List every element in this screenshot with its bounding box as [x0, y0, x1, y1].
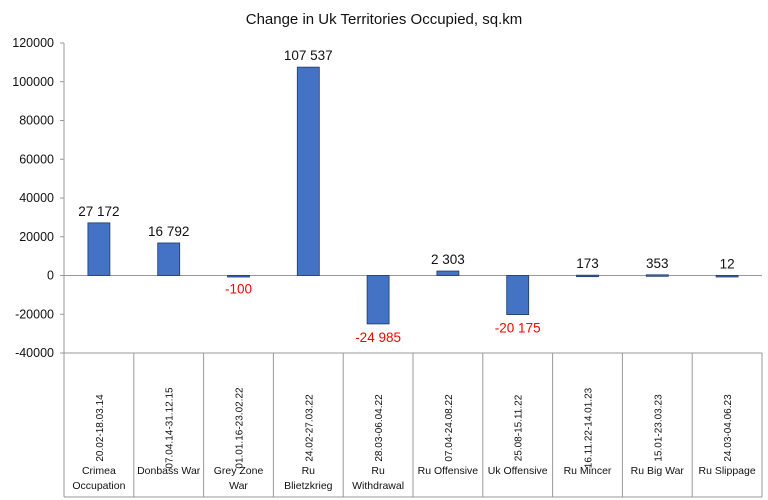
category-name-label: Grey Zone [214, 465, 264, 477]
bar [715, 275, 739, 278]
data-label: -20 175 [495, 321, 541, 336]
category-name-label: Ru [302, 465, 316, 477]
category-name-label: Ru Offensive [418, 465, 479, 477]
y-tick-label: 80000 [19, 114, 54, 128]
category-date-label: 15.01-23.03.23 [653, 394, 664, 462]
category-name-label: Ru Slippage [698, 465, 755, 477]
bar [296, 66, 320, 276]
y-tick-label: 100000 [12, 75, 54, 89]
chart-title: Change in Uk Territories Occupied, sq.km [246, 11, 523, 28]
category-date-label: 01.01.16-23.02.22 [235, 387, 246, 469]
y-tick-label: 20000 [19, 230, 54, 244]
y-tick-label: 60000 [19, 152, 54, 166]
category-name-label: Crimea [82, 465, 116, 477]
category-date-label: 07.04.14-31.12.15 [165, 387, 176, 469]
data-label: 12 [720, 256, 735, 271]
category-date-label: 24.03-04.06.23 [723, 394, 734, 462]
category-name-label: Occupation [72, 480, 125, 492]
category-date-label: 20.02-18.03.14 [95, 394, 106, 462]
category-name-label: War [229, 480, 248, 492]
category-date-label: 07.04-24.08.22 [444, 394, 455, 462]
category-table [63, 275, 763, 498]
category-date-label: 28.03-06.04.22 [374, 394, 385, 462]
data-label: 353 [646, 256, 669, 271]
category-name-label: Withdrawal [352, 480, 404, 492]
data-label: -24 985 [355, 330, 401, 345]
data-label: 27 172 [78, 204, 119, 219]
bar [87, 222, 111, 276]
y-tick-label: 0 [47, 269, 54, 283]
category-name-label: Ru Big War [631, 465, 685, 477]
bar [576, 274, 599, 278]
data-label: 107 537 [284, 48, 333, 63]
data-labels: 27 172 16 792 -100 107 537 -24 985 2 303 -20 1… [78, 48, 734, 345]
y-tick-label: 40000 [19, 191, 54, 205]
bar [157, 242, 181, 276]
y-tick-label: -20000 [15, 307, 54, 321]
bar [645, 274, 669, 277]
y-axis: 120000 100000 80000 60000 40000 20000 0 -20000 -… [12, 36, 65, 497]
y-tick-label: 120000 [12, 36, 54, 50]
data-label: 2 303 [431, 252, 465, 267]
data-label: 173 [576, 256, 599, 271]
data-label: -100 [225, 282, 252, 297]
bar [366, 275, 390, 325]
category-name-label: Blietzkrieg [284, 480, 333, 492]
data-label: 16 792 [148, 224, 189, 239]
category-date-label: 24.02-27.03.22 [304, 394, 315, 462]
category-name-label: Uk Offensive [488, 465, 548, 477]
category-date-label: 25.08-15.11.22 [514, 394, 525, 461]
category-name-label: Ru [371, 465, 385, 477]
bar [227, 275, 250, 278]
bar [436, 270, 460, 276]
bar [506, 275, 530, 315]
category-name-label: Ru Mincer [564, 465, 612, 477]
category-name-label: Donbass War [137, 465, 201, 477]
y-tick-label: -40000 [15, 346, 54, 360]
category-date-label: 16.11.22-14.01.23 [584, 387, 595, 468]
bars [87, 66, 739, 325]
category-labels: 20.02-18.03.14 Crimea Occupation 07.04.14-3… [72, 387, 756, 492]
